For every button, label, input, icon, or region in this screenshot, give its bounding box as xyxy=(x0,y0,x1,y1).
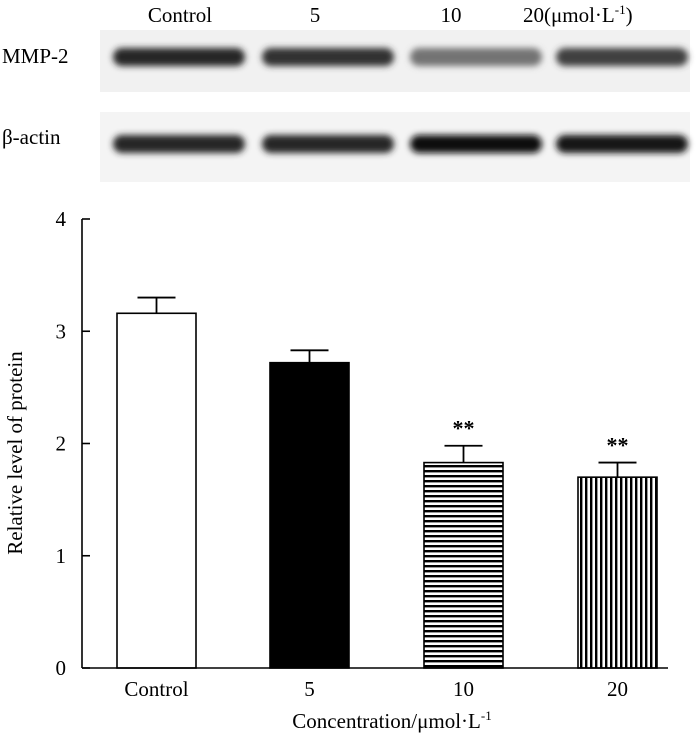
blot-band xyxy=(556,48,688,66)
x-axis: Control 5 10 20 xyxy=(82,667,668,701)
lane-label-20-unit: 20(μmol·L-1) xyxy=(523,2,633,27)
western-blot-panel: Control 5 10 20(μmol·L-1) MMP-2 β-actin xyxy=(2,2,690,182)
lane-label-control: Control xyxy=(148,3,212,27)
bar-chart: 0 1 2 3 4 ** ** Control 5 10 20 Relative level o… xyxy=(3,207,668,733)
lane-label-5: 5 xyxy=(310,3,321,27)
y-tick-label: 3 xyxy=(56,319,67,343)
blot-band xyxy=(262,135,394,153)
y-tick-label: 0 xyxy=(56,656,67,680)
lane-label-10: 10 xyxy=(441,3,462,27)
blot-band xyxy=(410,48,542,66)
x-tick-label: 5 xyxy=(304,677,315,701)
blot-row-label-mmp2: MMP-2 xyxy=(2,44,69,68)
x-tick-label: 10 xyxy=(453,677,474,701)
blot-band xyxy=(410,135,542,153)
bars: ** ** xyxy=(116,296,658,669)
significance-marker: ** xyxy=(453,416,475,441)
y-axis: 0 1 2 3 4 xyxy=(56,207,90,680)
x-tick-label: 20 xyxy=(607,677,628,701)
blot-band xyxy=(262,48,394,66)
x-tick-label: Control xyxy=(124,677,188,701)
blot-bands xyxy=(113,48,688,153)
y-axis-label: Relative level of protein xyxy=(3,351,27,555)
y-tick-label: 1 xyxy=(56,544,67,568)
bar xyxy=(116,312,197,669)
blot-band xyxy=(113,48,245,66)
x-axis-label: Concentration/μmol·L-1 xyxy=(292,708,491,733)
significance-marker: ** xyxy=(607,433,629,458)
blot-band xyxy=(113,135,245,153)
y-tick-label: 2 xyxy=(56,432,67,456)
bar xyxy=(269,361,350,669)
y-tick-label: 4 xyxy=(56,207,67,231)
bar xyxy=(577,476,658,669)
blot-band xyxy=(556,135,688,153)
bar xyxy=(423,461,504,669)
blot-row-label-beta-actin: β-actin xyxy=(2,125,61,149)
